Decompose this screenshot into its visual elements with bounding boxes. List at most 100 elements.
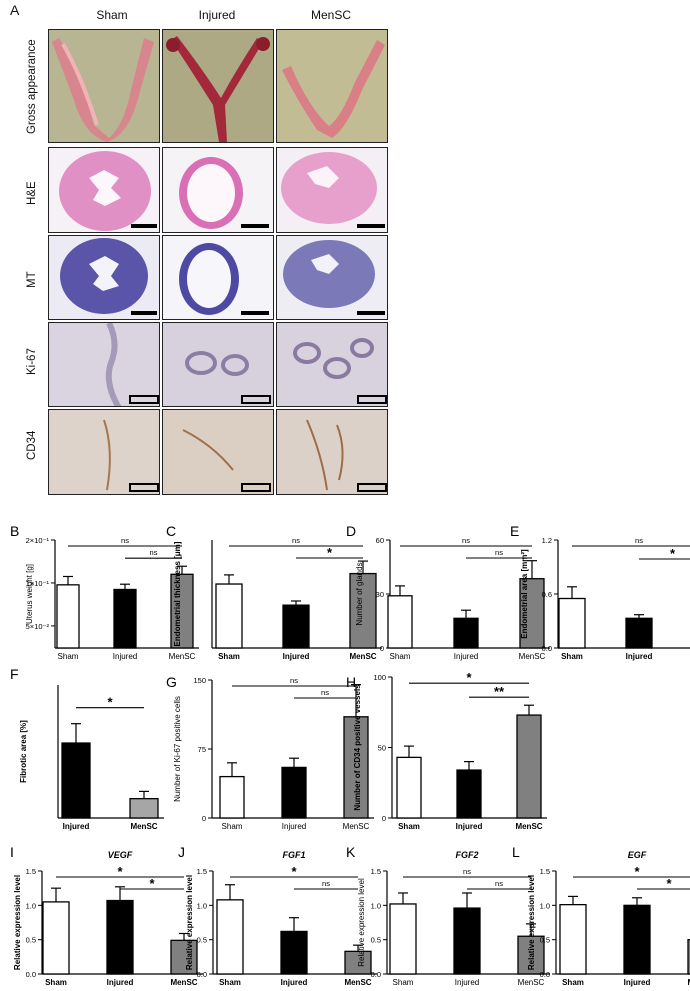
column-header-mensc: MenSC bbox=[310, 8, 351, 22]
chart-e: E 0.0 0.6 1.2 Endometrial area [mm²] Sham Inju… bbox=[510, 523, 690, 661]
significance-label: ns bbox=[495, 548, 503, 557]
bar-injured bbox=[453, 907, 481, 975]
panel-letter-h: H bbox=[346, 674, 356, 690]
category-label: Sham bbox=[393, 978, 414, 987]
cd34-image-mensc bbox=[276, 409, 388, 495]
mt-image-injured bbox=[162, 235, 274, 320]
category-label: MenSC bbox=[344, 978, 371, 987]
significance-label: * bbox=[634, 864, 640, 879]
significance-label: * bbox=[117, 864, 123, 879]
chart-i: I VEGF 0.0 0.5 1.0 1.5 Relative expression lev… bbox=[10, 844, 203, 987]
category-label: MenSC bbox=[519, 652, 546, 661]
category-label: Injured bbox=[283, 652, 310, 661]
category-label: Injured bbox=[113, 652, 137, 661]
significance-label: ns bbox=[121, 536, 129, 545]
category-label: MenSC bbox=[169, 652, 196, 661]
mt-image-mensc bbox=[276, 235, 388, 320]
cd34-texture-sham bbox=[103, 419, 159, 492]
y-tick-label: 5×10⁻² bbox=[26, 622, 50, 631]
y-tick-label: 1.5 bbox=[371, 867, 381, 876]
y-tick-label: 1×10⁻¹ bbox=[26, 579, 50, 588]
uterus-shape-sham bbox=[52, 38, 154, 142]
y-tick-label: 150 bbox=[193, 676, 206, 685]
bar-sham bbox=[219, 775, 245, 819]
category-label: MenSC bbox=[130, 822, 157, 831]
category-label: Sham bbox=[390, 652, 411, 661]
y-axis-label: Number of CD34 positive vessels bbox=[353, 684, 362, 811]
he-section-sham bbox=[59, 151, 157, 231]
bar-injured bbox=[280, 930, 308, 975]
y-tick-label: 1.5 bbox=[540, 867, 550, 876]
significance-label: ns bbox=[290, 676, 298, 685]
chart-b: B 5×10⁻² 1×10⁻¹ 2×10⁻¹ Uterus weight [g] Sham… bbox=[10, 523, 199, 661]
bar-sham bbox=[387, 595, 413, 649]
category-label: Sham bbox=[562, 978, 584, 987]
bar-sham bbox=[559, 903, 587, 975]
column-header-injured: Injured bbox=[198, 8, 236, 22]
bar-injured bbox=[113, 588, 137, 649]
bar-sham bbox=[216, 899, 244, 975]
y-tick-label: 0.5 bbox=[197, 936, 207, 945]
category-label: Sham bbox=[58, 652, 79, 661]
he-section-mensc bbox=[281, 152, 385, 228]
significance-label: * bbox=[149, 876, 155, 891]
mt-image-sham bbox=[48, 235, 160, 320]
bar-sham bbox=[56, 584, 80, 649]
bar-injured bbox=[453, 617, 479, 649]
y-tick-label: 1.0 bbox=[197, 901, 207, 910]
ki67-texture-mensc bbox=[293, 338, 387, 404]
bar-sham bbox=[215, 583, 243, 649]
mt-section-injured bbox=[179, 243, 269, 315]
panel-letter-d: D bbox=[346, 523, 356, 539]
y-tick-label: 0.0 bbox=[542, 644, 552, 653]
bar-mensc bbox=[517, 935, 545, 975]
chart-d: D 0 30 60 Number of glands Sham Injured MenSC ns… bbox=[346, 523, 550, 661]
significance-label: * bbox=[107, 695, 113, 710]
bar-injured bbox=[281, 766, 307, 819]
gross-image-sham bbox=[48, 29, 160, 143]
bar-injured bbox=[456, 769, 482, 819]
ki67-image-injured bbox=[162, 322, 274, 407]
panel-letter-f: F bbox=[10, 666, 19, 682]
bar-sham bbox=[389, 903, 417, 975]
category-label: Injured bbox=[624, 978, 651, 987]
bar-injured bbox=[625, 617, 653, 649]
bar-injured bbox=[61, 742, 91, 819]
he-section-injured bbox=[179, 157, 269, 229]
uterus-shape-injured bbox=[166, 36, 270, 142]
y-tick-label: 60 bbox=[376, 536, 384, 545]
y-axis-label: Number of Ki-67 positive cells bbox=[173, 696, 182, 802]
y-axis-label: Fibrotic area [%] bbox=[19, 720, 28, 783]
panel-letter-j: J bbox=[178, 844, 185, 860]
y-tick-label: 100 bbox=[373, 673, 386, 682]
category-label: Injured bbox=[282, 822, 306, 831]
significance-label: ns bbox=[322, 879, 330, 888]
cd34-image-injured bbox=[162, 409, 274, 495]
bar-mensc bbox=[349, 572, 377, 649]
y-tick-label: 0.0 bbox=[197, 970, 207, 979]
y-tick-label: 75 bbox=[198, 745, 206, 754]
ki67-image-mensc bbox=[276, 322, 388, 407]
panel-letter-e: E bbox=[510, 523, 519, 539]
y-axis-label: Relative expression level bbox=[527, 875, 536, 970]
y-tick-label: 30 bbox=[376, 590, 384, 599]
y-axis-label: Relative expression level bbox=[185, 875, 194, 970]
y-tick-label: 0.0 bbox=[371, 970, 381, 979]
significance-label: ns bbox=[462, 536, 470, 545]
panel-letter-g: G bbox=[166, 674, 177, 690]
chart-g: G 0 75 150 Number of Ki-67 positive cells Sha… bbox=[166, 674, 374, 831]
significance-label: ns bbox=[321, 688, 329, 697]
bar-mensc bbox=[343, 716, 369, 819]
bar-injured bbox=[106, 899, 134, 975]
category-label: MenSC bbox=[515, 822, 542, 831]
y-axis-label: Relative expression level bbox=[13, 875, 22, 970]
bar-mensc bbox=[129, 798, 159, 819]
y-tick-label: 50 bbox=[378, 744, 386, 753]
y-tick-label: 0.0 bbox=[26, 970, 36, 979]
y-tick-label: 0 bbox=[382, 814, 386, 823]
significance-label: ns bbox=[463, 867, 471, 876]
y-tick-label: 1.0 bbox=[26, 901, 36, 910]
y-axis-label: Endometrial area [mm²] bbox=[520, 549, 529, 639]
